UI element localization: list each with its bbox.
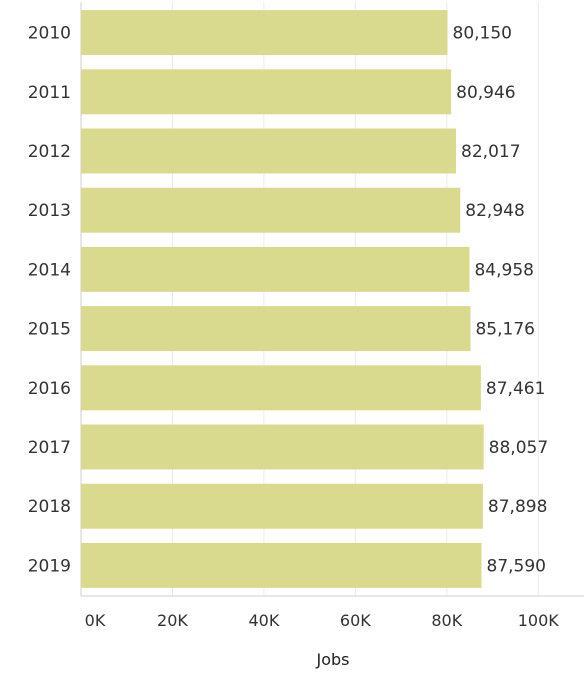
bar-2017[interactable] [81,424,484,470]
data-label-2014: 84,958 [474,260,533,280]
data-label-2011: 80,946 [456,83,515,103]
bar-2013[interactable] [81,187,461,233]
bar-2012[interactable] [81,128,457,174]
bar-2016[interactable] [81,365,481,411]
x-axis-title: Jobs [316,650,350,669]
data-label-2018: 87,898 [488,497,547,517]
bar-2014[interactable] [81,246,470,292]
data-label-2019: 87,590 [487,556,546,576]
data-label-2013: 82,948 [465,201,524,221]
category-label-2019: 2019 [28,556,71,576]
category-label-2010: 2010 [28,24,71,44]
category-label-2015: 2015 [28,320,71,340]
data-label-2012: 82,017 [461,142,520,162]
bar-2015[interactable] [81,306,471,352]
category-labels: 2010 2011 2012 2013 2014 2015 2016 2017 2018 2019 [28,24,71,577]
bar-2010[interactable] [81,10,448,56]
category-label-2012: 2012 [28,142,71,162]
x-axis-ticks: 0K 20K 40K 60K 80K 100K [85,611,560,630]
x-tick-label-0K: 0K [85,611,106,630]
data-label-2015: 85,176 [475,320,534,340]
category-label-2017: 2017 [28,438,71,458]
x-tick-label-60K: 60K [340,611,371,630]
category-label-2013: 2013 [28,201,71,221]
bar-2011[interactable] [81,69,452,115]
category-label-2011: 2011 [28,83,71,103]
x-tick-label-80K: 80K [431,611,462,630]
bar-2019[interactable] [81,542,482,588]
category-label-2014: 2014 [28,260,71,280]
x-tick-label-40K: 40K [248,611,279,630]
category-label-2018: 2018 [28,497,71,517]
value-labels: 80,150 80,946 82,017 82,948 84,958 85,176 87,4… [453,24,549,577]
data-label-2010: 80,150 [453,24,512,44]
bars [81,10,484,588]
x-tick-label-20K: 20K [157,611,188,630]
category-label-2016: 2016 [28,379,71,399]
data-label-2016: 87,461 [486,379,545,399]
bar-2018[interactable] [81,483,483,529]
data-label-2017: 88,057 [489,438,548,458]
x-tick-label-100K: 100K [518,611,560,630]
